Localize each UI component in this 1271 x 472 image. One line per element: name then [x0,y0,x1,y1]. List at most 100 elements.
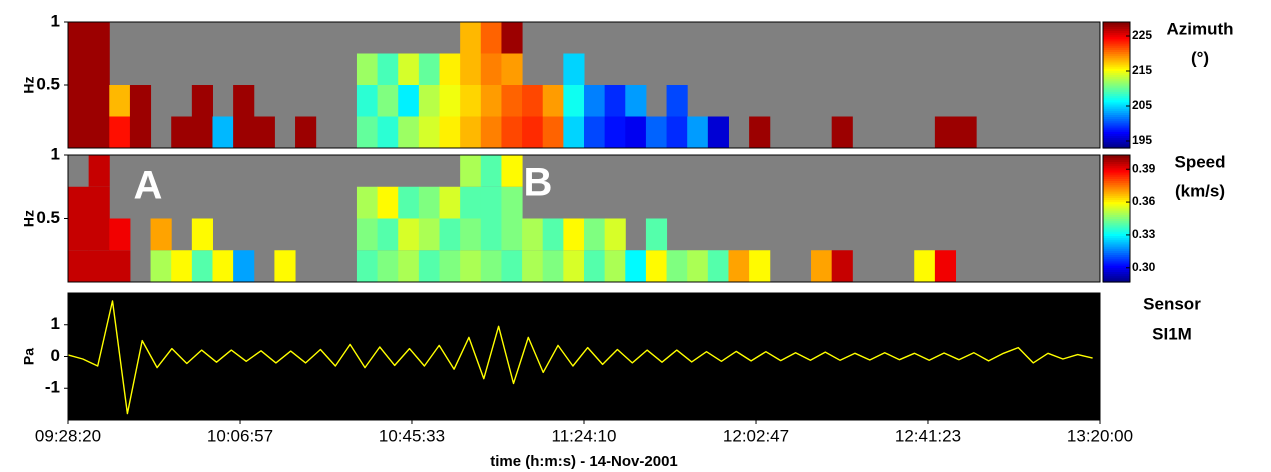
colorbar-swatch [1103,51,1130,55]
heat-cell [542,85,564,117]
colorbar-swatch [1103,101,1130,105]
colorbar-swatch [1103,246,1130,249]
colorbar-swatch [1103,226,1130,230]
heat-cell [460,250,482,282]
annotation: A [134,164,163,208]
waveform [67,300,1093,415]
colorbar-swatch [1103,112,1130,115]
colorbar-swatch [1103,262,1130,266]
colorbar-swatch [1103,76,1130,80]
colorbar-swatch [1103,252,1130,256]
heat-cell [625,250,647,282]
heat-cell [501,186,523,219]
heat-cell [68,186,90,219]
colorbar-tick-label: 205 [1132,98,1152,112]
heat-cell [645,218,668,251]
colorbar-swatch [1103,165,1130,169]
colorbar-swatch [1103,80,1130,84]
colorbar-swatch [1103,26,1130,29]
plot-frame [67,21,1101,149]
colorbar-title: (°) [1191,48,1209,67]
colorbar-tick-label: 0.33 [1132,227,1156,241]
heat-cell [418,116,441,148]
heat-cell [604,116,626,148]
colorbar-frame [1102,21,1131,149]
colorbar-swatch [1103,108,1130,111]
heat-cell [542,250,564,282]
colorbar-swatch [1103,68,1130,71]
heat-cell [356,250,379,282]
colorbar-swatch [1103,224,1130,228]
colorbar-title: Speed [1174,152,1225,171]
colorbar-swatch [1103,47,1130,50]
heat-cell [563,53,585,85]
heat-cell [749,250,771,282]
heat-cell [480,116,502,148]
colorbar-swatch [1103,116,1130,120]
colorbar-swatch [1103,241,1130,245]
heat-cell [707,250,729,282]
colorbar-swatch [1103,193,1130,196]
colorbar-swatch [1103,137,1130,141]
y-axis-label: Hz [21,210,37,227]
colorbar-swatch [1103,122,1130,126]
heat-cell [171,250,193,282]
heat-cell [191,250,213,282]
colorbar-swatch [1103,256,1130,260]
colorbar-swatch [1103,207,1130,211]
colorbar-swatch [1103,186,1130,190]
heat-cell [563,116,585,148]
colorbar-swatch [1103,212,1130,215]
heat-cell [88,155,110,187]
heat-cell [687,250,709,282]
heat-cell [707,116,729,148]
x-tick-label: 11:24:10 [552,426,617,445]
sensor-label: Sensor [1143,294,1201,313]
y-tick-label: 1 [51,314,60,333]
heat-cell [398,250,420,282]
colorbar-swatch [1103,124,1130,128]
heat-cell [233,85,255,117]
heat-cell [109,218,131,251]
colorbar-swatch [1103,201,1130,205]
colorbar-swatch [1103,178,1130,181]
colorbar-swatch [1103,40,1130,44]
colorbar-title: (km/s) [1175,181,1225,200]
heat-cell [356,116,379,148]
colorbar-swatch [1103,91,1130,94]
heat-cell [398,218,420,251]
colorbar-tick-label: 195 [1132,133,1152,147]
colorbar-swatch [1103,59,1130,63]
x-tick-label: 13:20:00 [1067,426,1133,445]
heat-cell [129,85,152,117]
annotation: B [524,161,553,205]
colorbar-swatch [1103,143,1130,147]
colorbar-swatch [1103,273,1130,277]
y-axis-label: Hz [21,76,37,93]
heat-cell [68,22,90,54]
colorbar-swatch [1103,141,1130,145]
colorbar-swatch [1103,95,1130,99]
heat-cell [480,186,502,219]
colorbar-swatch [1103,210,1130,213]
heat-cell [88,53,110,85]
heat-cell [377,250,399,282]
colorbar-swatch [1103,34,1130,38]
colorbar-swatch [1103,159,1130,162]
heat-cell [356,218,379,251]
heat-cell [398,53,420,85]
heat-cell [274,250,296,282]
colorbar-swatch [1103,203,1130,207]
x-tick-label: 12:41:23 [895,426,961,445]
colorbar-swatch [1103,163,1130,167]
heat-cell [439,250,461,282]
heat-cell [501,218,523,251]
heat-cell [129,116,152,148]
colorbar-swatch [1103,218,1130,222]
heat-cell [666,250,688,282]
y-tick-label: 0.5 [36,208,60,227]
heat-cell [439,116,461,148]
heat-cell [831,116,853,148]
heat-cell [88,116,110,148]
heat-cell [934,250,957,282]
